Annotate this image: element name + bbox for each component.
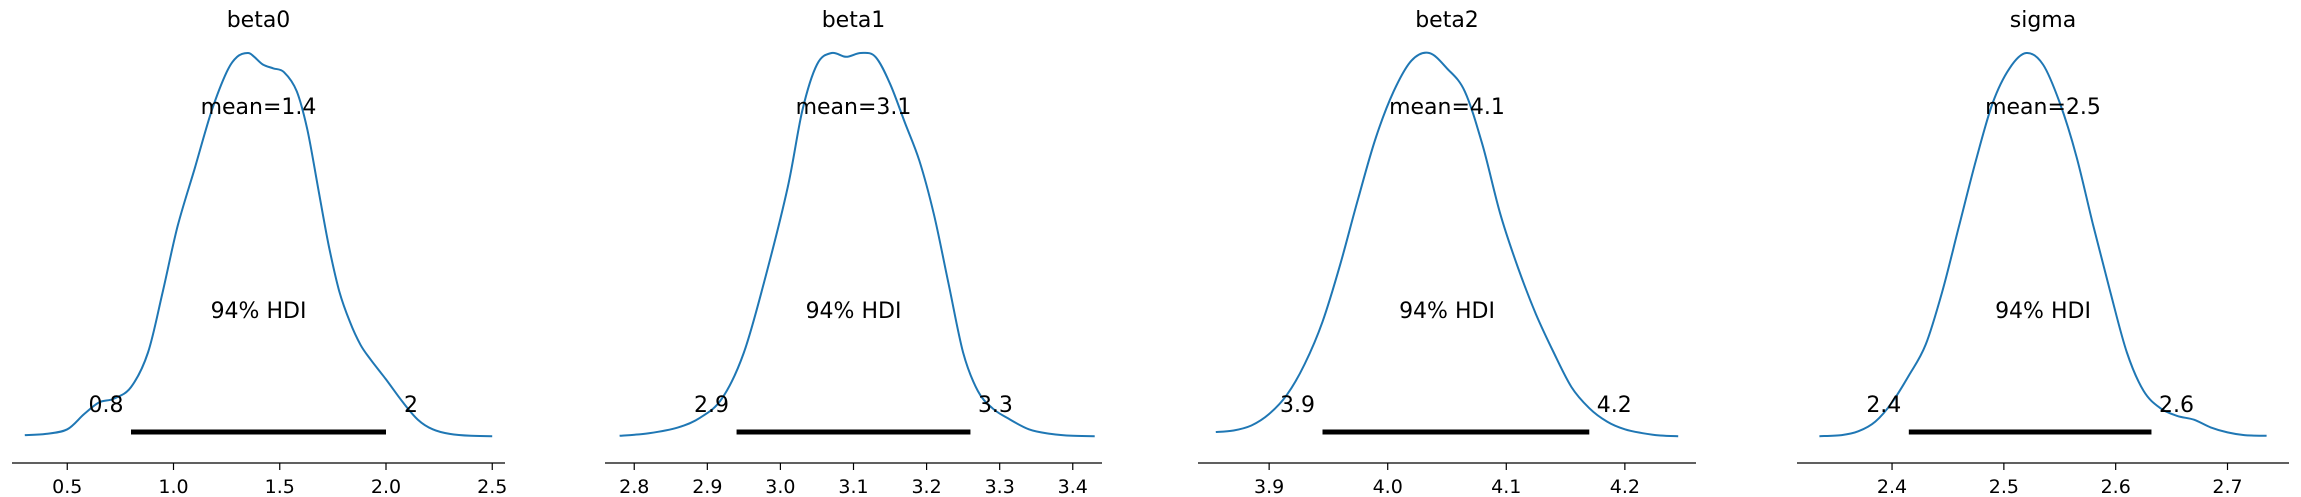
hdi-upper-label: 4.2 — [1597, 393, 1632, 418]
density-curve — [24, 52, 493, 438]
x-tick-label: 2.9 — [692, 476, 722, 497]
x-tick-label: 1.0 — [158, 476, 188, 497]
x-tick-label: 2.0 — [371, 476, 401, 497]
density-curve — [619, 51, 1095, 438]
x-tick-label: 2.7 — [2212, 476, 2242, 497]
hdi-label: 94% HDI — [1995, 299, 2091, 324]
mean-label: mean=2.5 — [1985, 95, 2101, 120]
hdi-upper-label: 3.3 — [978, 393, 1013, 418]
x-tick-label: 2.5 — [477, 476, 507, 497]
chart-title: beta2 — [1415, 8, 1479, 33]
mean-label: mean=3.1 — [796, 95, 912, 120]
hdi-upper-label: 2.6 — [2159, 393, 2194, 418]
mean-label: mean=1.4 — [201, 95, 317, 120]
x-tick-label: 3.0 — [765, 476, 795, 497]
density-curve — [1215, 51, 1679, 438]
hdi-label: 94% HDI — [806, 299, 902, 324]
chart-title: beta1 — [822, 8, 886, 33]
x-tick-label: 2.6 — [2101, 476, 2131, 497]
x-tick-label: 1.5 — [265, 476, 295, 497]
x-tick-label: 3.2 — [911, 476, 941, 497]
x-tick-label: 3.9 — [1254, 476, 1284, 497]
hdi-label: 94% HDI — [1399, 299, 1495, 324]
x-tick-label: 2.8 — [619, 476, 649, 497]
x-tick-label: 2.5 — [1989, 476, 2019, 497]
chart-title: beta0 — [227, 8, 291, 33]
chart-title: sigma — [2010, 8, 2076, 33]
x-tick-label: 4.2 — [1610, 476, 1640, 497]
hdi-lower-label: 0.8 — [89, 393, 124, 418]
hdi-lower-label: 2.4 — [1866, 393, 1901, 418]
mean-label: mean=4.1 — [1389, 95, 1505, 120]
hdi-lower-label: 3.9 — [1280, 393, 1315, 418]
x-tick-label: 0.5 — [52, 476, 82, 497]
hdi-label: 94% HDI — [211, 299, 307, 324]
hdi-lower-label: 2.9 — [694, 393, 729, 418]
x-tick-label: 3.1 — [838, 476, 868, 497]
x-tick-label: 3.4 — [1058, 476, 1088, 497]
x-tick-label: 4.0 — [1373, 476, 1403, 497]
density-curve — [1819, 51, 2267, 438]
x-tick-label: 4.1 — [1491, 476, 1521, 497]
x-tick-label: 2.4 — [1877, 476, 1907, 497]
x-tick-label: 3.3 — [985, 476, 1015, 497]
hdi-upper-label: 2 — [404, 393, 418, 418]
